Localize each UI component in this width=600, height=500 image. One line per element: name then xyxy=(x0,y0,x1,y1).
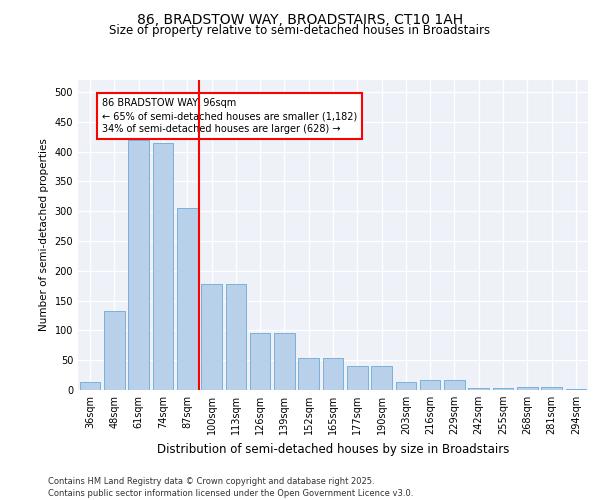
Bar xyxy=(395,382,416,390)
Text: Size of property relative to semi-detached houses in Broadstairs: Size of property relative to semi-detach… xyxy=(109,24,491,37)
Bar xyxy=(201,284,222,390)
Bar xyxy=(493,388,514,390)
Bar xyxy=(298,358,319,390)
Bar xyxy=(226,284,246,390)
Bar xyxy=(420,380,440,390)
Bar xyxy=(250,334,271,390)
Bar xyxy=(347,366,368,390)
Bar xyxy=(274,334,295,390)
Bar xyxy=(80,382,100,390)
Bar xyxy=(371,366,392,390)
Text: 86, BRADSTOW WAY, BROADSTAIRS, CT10 1AH: 86, BRADSTOW WAY, BROADSTAIRS, CT10 1AH xyxy=(137,12,463,26)
Bar xyxy=(566,389,586,390)
Bar xyxy=(177,208,197,390)
Y-axis label: Number of semi-detached properties: Number of semi-detached properties xyxy=(39,138,49,332)
Bar xyxy=(323,358,343,390)
Bar xyxy=(128,140,149,390)
Bar xyxy=(152,142,173,390)
Bar xyxy=(469,388,489,390)
Bar xyxy=(517,387,538,390)
Bar xyxy=(541,387,562,390)
Bar xyxy=(444,380,465,390)
Bar xyxy=(104,310,125,390)
Text: 86 BRADSTOW WAY: 96sqm
← 65% of semi-detached houses are smaller (1,182)
34% of : 86 BRADSTOW WAY: 96sqm ← 65% of semi-det… xyxy=(102,98,358,134)
X-axis label: Distribution of semi-detached houses by size in Broadstairs: Distribution of semi-detached houses by … xyxy=(157,442,509,456)
Text: Contains HM Land Registry data © Crown copyright and database right 2025.
Contai: Contains HM Land Registry data © Crown c… xyxy=(48,476,413,498)
